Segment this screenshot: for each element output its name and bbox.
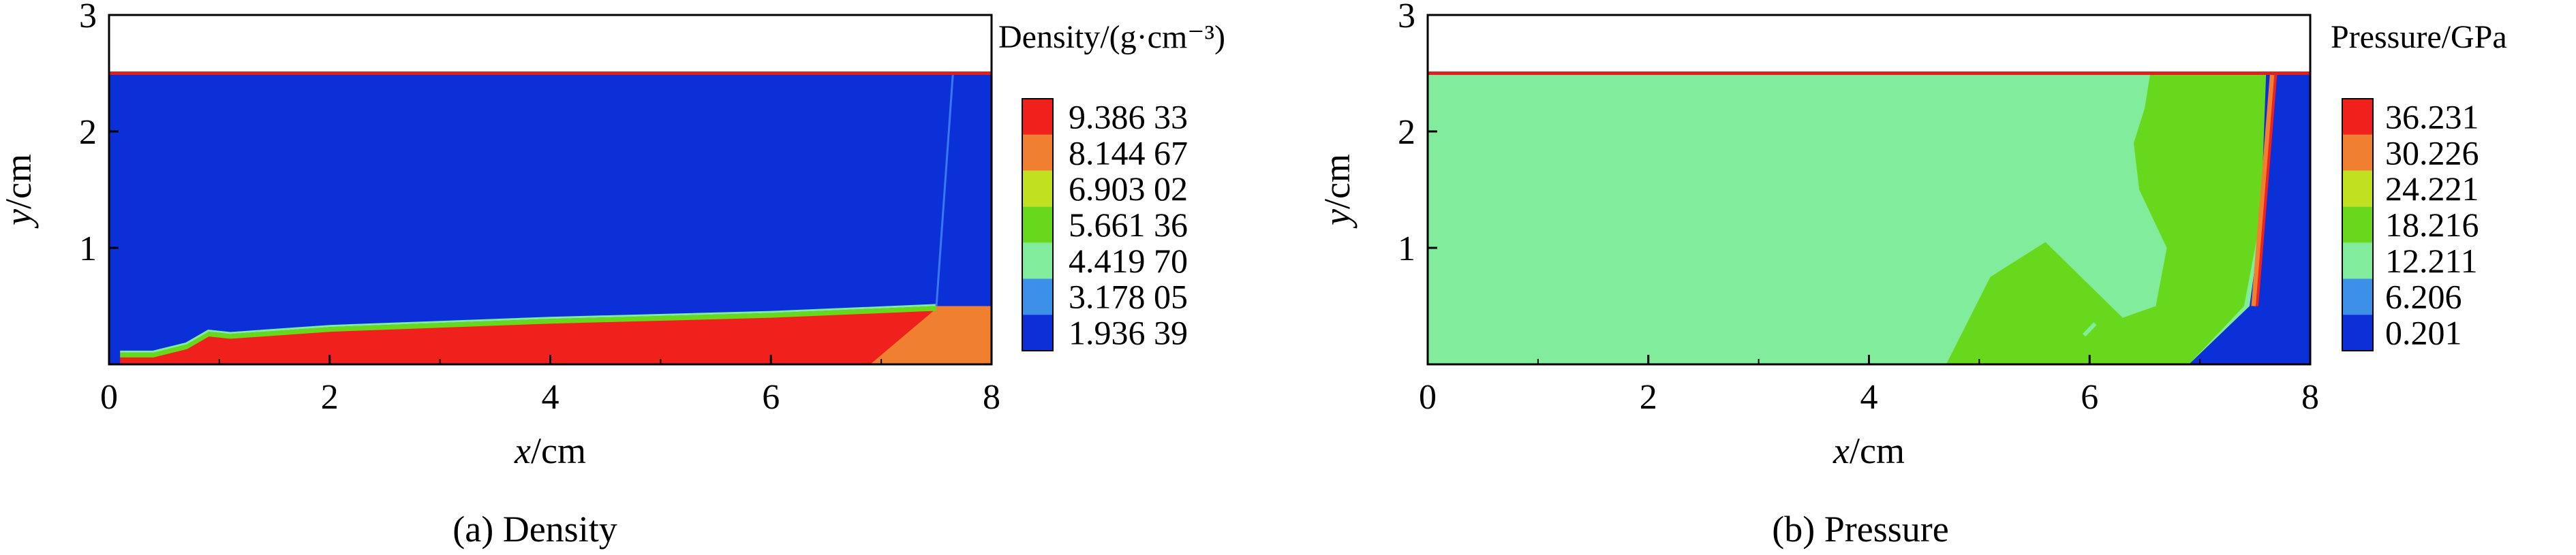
pressure-colorbar-label: 36.231: [2385, 97, 2479, 136]
density-xtick-label: 0: [100, 378, 118, 417]
pressure-colorbar-label: 12.211: [2385, 242, 2478, 280]
pressure-shock-front-orange: [2251, 73, 2275, 306]
density-colorbar-swatch: [1022, 279, 1053, 315]
density-shock-front: [935, 73, 954, 306]
pressure-xtick-label: 0: [1419, 378, 1437, 417]
pressure-xtick-label: 2: [1640, 378, 1657, 417]
density-interface-green: [120, 306, 937, 358]
density-caption: (a) Density: [453, 509, 617, 550]
density-colorbar-swatch: [1022, 206, 1053, 243]
pressure-colorbar-swatch: [2342, 279, 2373, 315]
density-colorbar-label: 6.903 02: [1069, 170, 1188, 208]
pressure-colorbar-label: 0.201: [2385, 314, 2462, 352]
density-xtick-label: 2: [321, 378, 339, 417]
pressure-shock-front-red: [2255, 73, 2278, 306]
density-colorbar-label: 8.144 67: [1069, 133, 1188, 172]
pressure-xaxis-title: x/cm: [1833, 430, 1905, 471]
pressure-colorbar-swatch: [2342, 315, 2373, 351]
density-compressed-region: [870, 306, 992, 364]
density-colorbar: Density/(g·cm⁻³) 9.386 338.144 676.903 02…: [998, 19, 1225, 352]
density-ytick-label: 1: [79, 229, 97, 268]
pressure-colorbar: Pressure/GPa 36.23130.22624.22118.21612.2…: [2331, 19, 2507, 352]
density-colorbar-label: 1.936 39: [1069, 314, 1188, 352]
pressure-colorbar-label: 6.206: [2385, 278, 2462, 316]
pressure-colorbar-swatch: [2342, 242, 2373, 279]
pressure-ytick-label: 2: [1398, 113, 1415, 152]
density-jet-layer: [120, 308, 937, 364]
density-xtick-label: 4: [542, 378, 559, 417]
pressure-colorbar-frame: [2342, 98, 2374, 351]
pressure-xtick-label: 4: [1860, 378, 1878, 417]
density-colorbar-label: 4.419 70: [1069, 242, 1188, 280]
pressure-ytick-label: 1: [1398, 229, 1415, 268]
pressure-plot-area: [1428, 72, 2310, 364]
density-xtick-label: 8: [983, 378, 1000, 417]
density-colorbar-frame: [1022, 98, 1054, 351]
density-colorbar-title: Density/(g·cm⁻³): [998, 19, 1225, 55]
density-colorbar-swatch: [1022, 99, 1053, 135]
density-colorbar-swatch: [1022, 242, 1053, 279]
density-ytick-label: 3: [79, 0, 97, 35]
density-xtick-label: 6: [762, 378, 780, 417]
pressure-colorbar-title: Pressure/GPa: [2331, 19, 2507, 55]
pressure-colorbar-swatch: [2342, 134, 2373, 171]
pressure-colorbar-swatch: [2342, 99, 2373, 135]
density-colorbar-swatch: [1022, 134, 1053, 171]
pressure-colorbar-swatch: [2342, 206, 2373, 243]
density-plot-area: [109, 72, 992, 364]
pressure-xtick-label: 8: [2301, 378, 2319, 417]
density-yaxis-title: y/cm: [0, 154, 39, 229]
density-colorbar-label: 9.386 33: [1069, 97, 1188, 136]
pressure-axes: 0 2 4 6 8 1 2 3 x/cm y/cm: [1317, 0, 2319, 471]
density-axes: 0 2 4 6 8 1 2 3 x/cm y/cm: [0, 0, 1000, 471]
panel-pressure: 0 2 4 6 8 1 2 3 x/cm y/cm Pressure/GPa 36.23130.22…: [1317, 0, 2507, 550]
pressure-xtick-label: 6: [2081, 378, 2098, 417]
pressure-colorbar-label: 18.216: [2385, 206, 2479, 244]
density-xaxis-title: x/cm: [514, 430, 586, 471]
pressure-streak: [2082, 322, 2097, 337]
pressure-colorbar-swatch: [2342, 170, 2373, 207]
density-colorbar-label: 3.178 05: [1069, 278, 1188, 316]
density-ytick-label: 2: [79, 113, 97, 152]
pressure-yaxis-title: y/cm: [1317, 154, 1358, 229]
pressure-colorbar-label: 24.221: [2385, 170, 2479, 208]
density-colorbar-swatch: [1022, 170, 1053, 207]
density-colorbar-swatch: [1022, 315, 1053, 351]
pressure-ytick-label: 3: [1398, 0, 1415, 35]
pressure-high-zone: [1946, 73, 2272, 364]
density-colorbar-label: 5.661 36: [1069, 206, 1188, 244]
panel-density: 0 2 4 6 8 1 2 3 x/cm y/cm Density/(g·cm⁻³) 9.386 3…: [0, 0, 1225, 550]
pressure-colorbar-label: 30.226: [2385, 133, 2479, 172]
pressure-caption: (b) Pressure: [1772, 509, 1948, 550]
density-interface-cyan: [120, 304, 937, 353]
pressure-unloaded-corner: [2188, 73, 2310, 364]
